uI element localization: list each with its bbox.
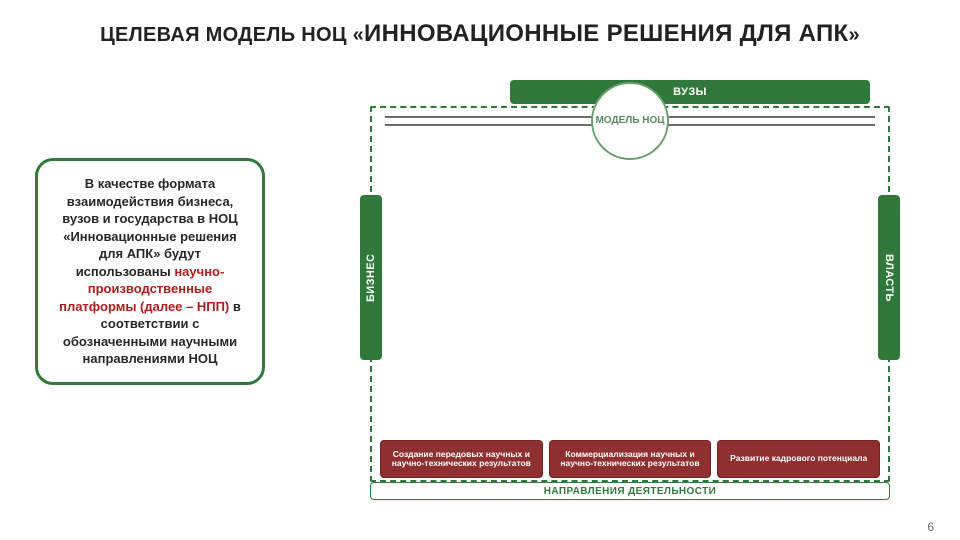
puzzle-bg-icon [386, 117, 626, 118]
callout-box: В качестве формата взаимодействия бизнес… [35, 158, 265, 385]
label-directions: НАПРАВЛЕНИЯ ДЕЯТЕЛЬНОСТИ [370, 482, 890, 500]
quadrant-area: Портфель проектов Селекционно-генетическ… [385, 116, 875, 436]
label-business: БИЗНЕС [360, 195, 382, 360]
model-panel: ВУЗЫ БИЗНЕС ВЛАСТЬ Портфель проектов Сел… [330, 80, 930, 508]
page-title: ЦЕЛЕВАЯ МОДЕЛЬ НОЦ «ИННОВАЦИОННЫЕ РЕШЕНИ… [0, 20, 960, 48]
activity-3: Развитие кадрового потенциала [717, 440, 880, 478]
puzzle-bg-icon [634, 117, 874, 118]
activity-2: Коммерциализация научных и научно-технич… [549, 440, 712, 478]
puzzle-bg-icon [386, 125, 626, 126]
npp-3: НПП 3 [512, 124, 594, 126]
npp-2: НПП 2 [666, 116, 748, 118]
quadrant-grid: Портфель проектов Селекционно-генетическ… [385, 116, 875, 126]
title-suffix: » [848, 24, 859, 46]
hub-circle: МОДЕЛЬ НОЦ [591, 82, 669, 160]
activity-1: Создание передовых научных и научно-техн… [380, 440, 543, 478]
page-number: 6 [927, 520, 934, 534]
cell-top-right: Портфель проектов Биотехнологии НПП 2 [633, 116, 875, 118]
page: ЦЕЛЕВАЯ МОДЕЛЬ НОЦ «ИННОВАЦИОННЫЕ РЕШЕНИ… [0, 0, 960, 540]
cell-bottom-right: Портфель проектов Производство продуктов… [633, 124, 875, 126]
title-prefix: ЦЕЛЕВАЯ МОДЕЛЬ НОЦ « [100, 24, 364, 46]
npp-4: НПП 4 [666, 124, 748, 126]
activities-row: Создание передовых научных и научно-техн… [380, 440, 880, 478]
puzzle-bg-icon [634, 125, 874, 126]
label-government: ВЛАСТЬ [878, 195, 900, 360]
npp-1: НПП 1 [512, 116, 594, 118]
title-main: ИННОВАЦИОННЫЕ РЕШЕНИЯ ДЛЯ АПК [364, 20, 848, 47]
label-universities: ВУЗЫ [510, 80, 870, 104]
